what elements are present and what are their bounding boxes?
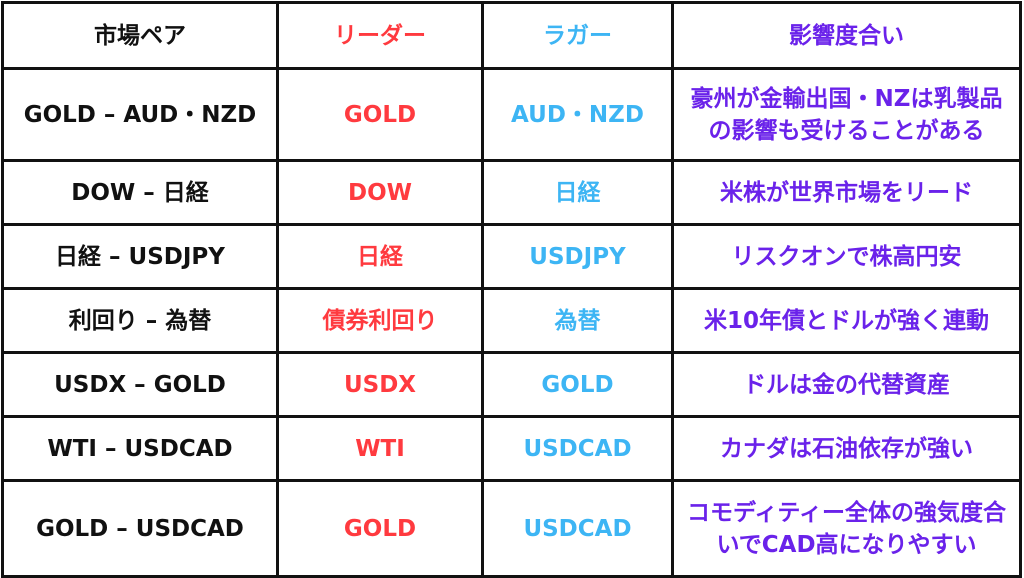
lagger-cell: USDCAD xyxy=(481,479,674,578)
table-row: GOLD – USDCAD GOLD USDCAD コモディティー全体の強気度合… xyxy=(1,479,1022,578)
leader-cell: WTI xyxy=(276,415,484,482)
lagger-cell: AUD・NZD xyxy=(481,67,674,162)
header-degree: 影響度合い xyxy=(671,1,1022,70)
header-pair: 市場ペア xyxy=(1,1,279,70)
leader-cell: 債券利回り xyxy=(276,287,484,354)
degree-cell: 米10年債とドルが強く連動 xyxy=(671,287,1022,354)
leader-cell: USDX xyxy=(276,351,484,418)
pair-cell: WTI – USDCAD xyxy=(1,415,279,482)
pair-cell: 利回り – 為替 xyxy=(1,287,279,354)
degree-cell: リスクオンで株高円安 xyxy=(671,223,1022,290)
table-row: WTI – USDCAD WTI USDCAD カナダは石油依存が強い xyxy=(1,415,1022,482)
leader-cell: DOW xyxy=(276,159,484,226)
pair-cell: GOLD – AUD・NZD xyxy=(1,67,279,162)
pair-cell: USDX – GOLD xyxy=(1,351,279,418)
table-row: 日経 – USDJPY 日経 USDJPY リスクオンで株高円安 xyxy=(1,223,1022,290)
table-row: GOLD – AUD・NZD GOLD AUD・NZD 豪州が金輸出国・NZは乳… xyxy=(1,67,1022,162)
leader-cell: 日経 xyxy=(276,223,484,290)
header-lagger: ラガー xyxy=(481,1,674,70)
pair-cell: 日経 – USDJPY xyxy=(1,223,279,290)
pair-cell: DOW – 日経 xyxy=(1,159,279,226)
pair-cell: GOLD – USDCAD xyxy=(1,479,279,578)
lagger-cell: GOLD xyxy=(481,351,674,418)
lagger-cell: 日経 xyxy=(481,159,674,226)
leader-cell: GOLD xyxy=(276,67,484,162)
lagger-cell: USDCAD xyxy=(481,415,674,482)
header-row: 市場ペア リーダー ラガー 影響度合い xyxy=(1,1,1022,70)
degree-cell: 米株が世界市場をリード xyxy=(671,159,1022,226)
table-row: 利回り – 為替 債券利回り 為替 米10年債とドルが強く連動 xyxy=(1,287,1022,354)
degree-cell: カナダは石油依存が強い xyxy=(671,415,1022,482)
lagger-cell: USDJPY xyxy=(481,223,674,290)
degree-cell: 豪州が金輸出国・NZは乳製品の影響も受けることがある xyxy=(671,67,1022,162)
degree-cell: ドルは金の代替資産 xyxy=(671,351,1022,418)
header-leader: リーダー xyxy=(276,1,484,70)
lagger-cell: 為替 xyxy=(481,287,674,354)
leader-cell: GOLD xyxy=(276,479,484,578)
degree-cell: コモディティー全体の強気度合いでCAD高になりやすい xyxy=(671,479,1022,578)
table-row: USDX – GOLD USDX GOLD ドルは金の代替資産 xyxy=(1,351,1022,418)
table-row: DOW – 日経 DOW 日経 米株が世界市場をリード xyxy=(1,159,1022,226)
